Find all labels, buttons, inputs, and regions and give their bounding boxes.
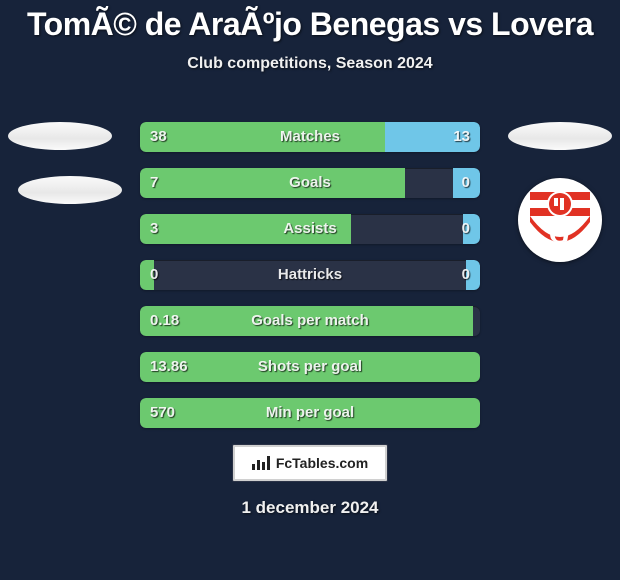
footer-date: 1 december 2024 bbox=[0, 498, 620, 518]
stat-row: 3Assists0 bbox=[140, 214, 480, 244]
svg-text:G: G bbox=[549, 216, 571, 249]
stat-row: 13.86Shots per goal bbox=[140, 352, 480, 382]
stat-row: 0.18Goals per match bbox=[140, 306, 480, 336]
stat-label: Matches bbox=[140, 122, 480, 152]
stat-value-right: 0 bbox=[462, 260, 470, 290]
player-right-badge-1 bbox=[508, 122, 612, 150]
stat-value-right: 0 bbox=[462, 168, 470, 198]
footer-logo-icon bbox=[252, 456, 270, 470]
stat-row: 570Min per goal bbox=[140, 398, 480, 428]
page-subtitle: Club competitions, Season 2024 bbox=[0, 55, 620, 73]
stat-label: Shots per goal bbox=[140, 352, 480, 382]
stat-label: Goals bbox=[140, 168, 480, 198]
stat-label: Assists bbox=[140, 214, 480, 244]
stat-row: 7Goals0 bbox=[140, 168, 480, 198]
stat-label: Hattricks bbox=[140, 260, 480, 290]
stats-rows: 38Matches137Goals03Assists00Hattricks00.… bbox=[140, 122, 480, 444]
stat-label: Goals per match bbox=[140, 306, 480, 336]
stat-row: 0Hattricks0 bbox=[140, 260, 480, 290]
club-logo-svg: G bbox=[518, 178, 602, 262]
page-title: TomÃ© de AraÃºjo Benegas vs Lovera bbox=[0, 0, 620, 43]
stat-row: 38Matches13 bbox=[140, 122, 480, 152]
footer-logo-text: FcTables.com bbox=[276, 455, 368, 471]
stat-label: Min per goal bbox=[140, 398, 480, 428]
player-left-badge-1 bbox=[8, 122, 112, 150]
footer-logo[interactable]: FcTables.com bbox=[232, 444, 388, 482]
player-left-badge-2 bbox=[18, 176, 122, 204]
stat-value-right: 0 bbox=[462, 214, 470, 244]
stat-value-right: 13 bbox=[453, 122, 470, 152]
player-right-club-logo: G bbox=[518, 178, 602, 262]
